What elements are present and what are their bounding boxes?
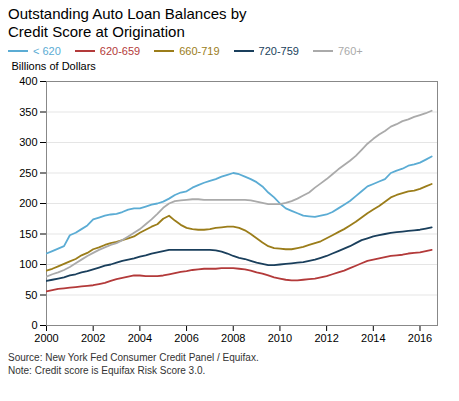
html-text:660-719: 660-719 <box>179 45 220 57</box>
svg-text:2010: 2010 <box>268 332 292 344</box>
svg-text:0: 0 <box>31 319 37 331</box>
html-text:620-659: 620-659 <box>99 45 141 57</box>
svg-text:150: 150 <box>19 228 37 240</box>
svg-text:2012: 2012 <box>314 332 338 344</box>
html-text:Outstanding Auto Loan Balances: Outstanding Auto Loan Balances by Credit… <box>8 5 247 40</box>
svg-text:250: 250 <box>19 167 37 179</box>
html-text:Source: New York Fed Consumer: Source: New York Fed Consumer Credit Pan… <box>8 352 259 363</box>
svg-text:350: 350 <box>19 106 37 118</box>
svg-text:2000: 2000 <box>34 332 58 344</box>
svg-text:2014: 2014 <box>361 332 385 344</box>
svg-text:400: 400 <box>19 75 37 87</box>
svg-text:2008: 2008 <box>221 332 245 344</box>
svg-text:2002: 2002 <box>81 332 105 344</box>
html-text:Note: Credit score is Equifax: Note: Credit score is Equifax Risk Score… <box>8 365 206 376</box>
svg-text:2016: 2016 <box>408 332 432 344</box>
svg-text:Billions of Dollars: Billions of Dollars <box>12 60 97 72</box>
svg-text:2006: 2006 <box>174 332 198 344</box>
svg-text:300: 300 <box>19 136 37 148</box>
svg-text:100: 100 <box>19 258 37 270</box>
html-text:< 620: < 620 <box>33 45 61 57</box>
html-text:760+: 760+ <box>338 45 363 57</box>
svg-text:2004: 2004 <box>128 332 152 344</box>
svg-text:50: 50 <box>25 289 37 301</box>
html-text:720-759: 720-759 <box>258 45 299 57</box>
svg-text:200: 200 <box>19 197 37 209</box>
